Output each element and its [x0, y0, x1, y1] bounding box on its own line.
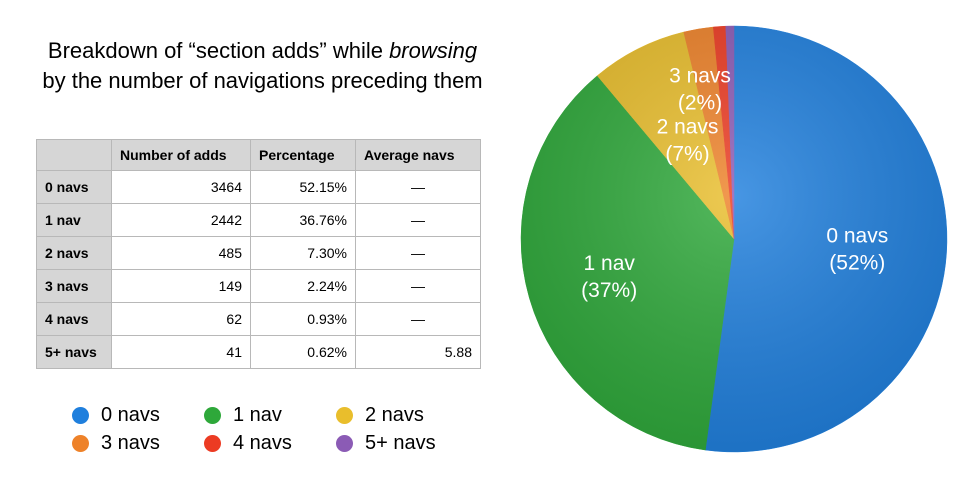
cell-percentage: 0.93% — [250, 302, 356, 336]
title-line-1: Breakdown of “section adds” while browsi… — [10, 36, 515, 66]
cell-adds: 485 — [111, 236, 251, 270]
slice-label-name: 0 navs — [826, 224, 888, 247]
slice-label-percent: (37%) — [581, 279, 637, 302]
legend-label: 1 nav — [233, 403, 282, 426]
cell-average: — — [355, 269, 481, 303]
row-label: 4 navs — [36, 302, 112, 336]
table-row: 2 navs 485 7.30% — — [36, 236, 481, 270]
legend-item: 1 nav — [204, 403, 336, 427]
legend-label: 5+ navs — [365, 431, 436, 454]
legend-label: 3 navs — [101, 431, 160, 454]
table-row: 4 navs 62 0.93% — — [36, 302, 481, 336]
slice-label-percent: (2%) — [678, 91, 722, 114]
chart-legend: 0 navs 1 nav 2 navs 3 navs 4 navs 5+ nav… — [72, 403, 492, 455]
table-row: 5+ navs 41 0.62% 5.88 — [36, 335, 481, 369]
cell-percentage: 2.24% — [250, 269, 356, 303]
cell-percentage: 36.76% — [250, 203, 356, 237]
legend-swatch — [72, 406, 89, 424]
cell-average: — — [355, 302, 481, 336]
table-row: 0 navs 3464 52.15% — — [36, 170, 481, 204]
pie-chart: 0 navs (52%) 1 nav (37%) 2 navs (7%) 3 navs (2%… — [520, 25, 948, 453]
table-row: 1 nav 2442 36.76% — — [36, 203, 481, 237]
stats-table: Number of adds Percentage Average navs 0… — [36, 139, 481, 369]
pie-labels: 0 navs (52%) 1 nav (37%) 2 navs (7%) 3 navs (2%… — [581, 64, 888, 302]
row-label: 5+ navs — [36, 335, 112, 369]
legend-item: 5+ navs — [336, 431, 476, 455]
title-line-2: by the number of navigations preceding t… — [42, 68, 483, 93]
cell-adds: 41 — [111, 335, 251, 369]
header-corner — [36, 139, 112, 171]
cell-average: — — [355, 170, 481, 204]
cell-adds: 3464 — [111, 170, 251, 204]
title-emphasis: browsing — [389, 38, 478, 63]
legend-swatch — [72, 434, 89, 452]
legend-item: 0 navs — [72, 403, 204, 427]
header-average-navs: Average navs — [355, 139, 481, 171]
cell-average: — — [355, 236, 481, 270]
title-text: Breakdown of “section adds” while — [47, 38, 390, 63]
slice-label-percent: (7%) — [665, 143, 709, 166]
table-header-row: Number of adds Percentage Average navs — [36, 139, 481, 171]
row-label: 0 navs — [36, 170, 112, 204]
cell-average: 5.88 — [355, 335, 481, 369]
table-row: 3 navs 149 2.24% — — [36, 269, 481, 303]
slice-label-name: 1 nav — [584, 252, 636, 275]
legend-swatch — [204, 434, 221, 452]
row-label: 3 navs — [36, 269, 112, 303]
legend-swatch — [336, 434, 353, 452]
legend-swatch — [336, 406, 353, 424]
chart-title: Breakdown of “section adds” while browsi… — [10, 36, 515, 96]
legend-item: 4 navs — [204, 431, 336, 455]
header-percentage: Percentage — [250, 139, 356, 171]
cell-percentage: 7.30% — [250, 236, 356, 270]
header-number-of-adds: Number of adds — [111, 139, 251, 171]
cell-adds: 149 — [111, 269, 251, 303]
legend-label: 4 navs — [233, 431, 292, 454]
legend-swatch — [204, 406, 221, 424]
cell-average: — — [355, 203, 481, 237]
legend-item: 3 navs — [72, 431, 204, 455]
row-label: 2 navs — [36, 236, 112, 270]
cell-adds: 62 — [111, 302, 251, 336]
slice-label-percent: (52%) — [829, 251, 885, 274]
slice-label-name: 2 navs — [657, 116, 719, 139]
cell-percentage: 52.15% — [250, 170, 356, 204]
legend-label: 2 navs — [365, 403, 424, 426]
cell-adds: 2442 — [111, 203, 251, 237]
legend-item: 2 navs — [336, 403, 476, 427]
legend-label: 0 navs — [101, 403, 160, 426]
row-label: 1 nav — [36, 203, 112, 237]
slice-label-name: 3 navs — [669, 64, 731, 87]
cell-percentage: 0.62% — [250, 335, 356, 369]
